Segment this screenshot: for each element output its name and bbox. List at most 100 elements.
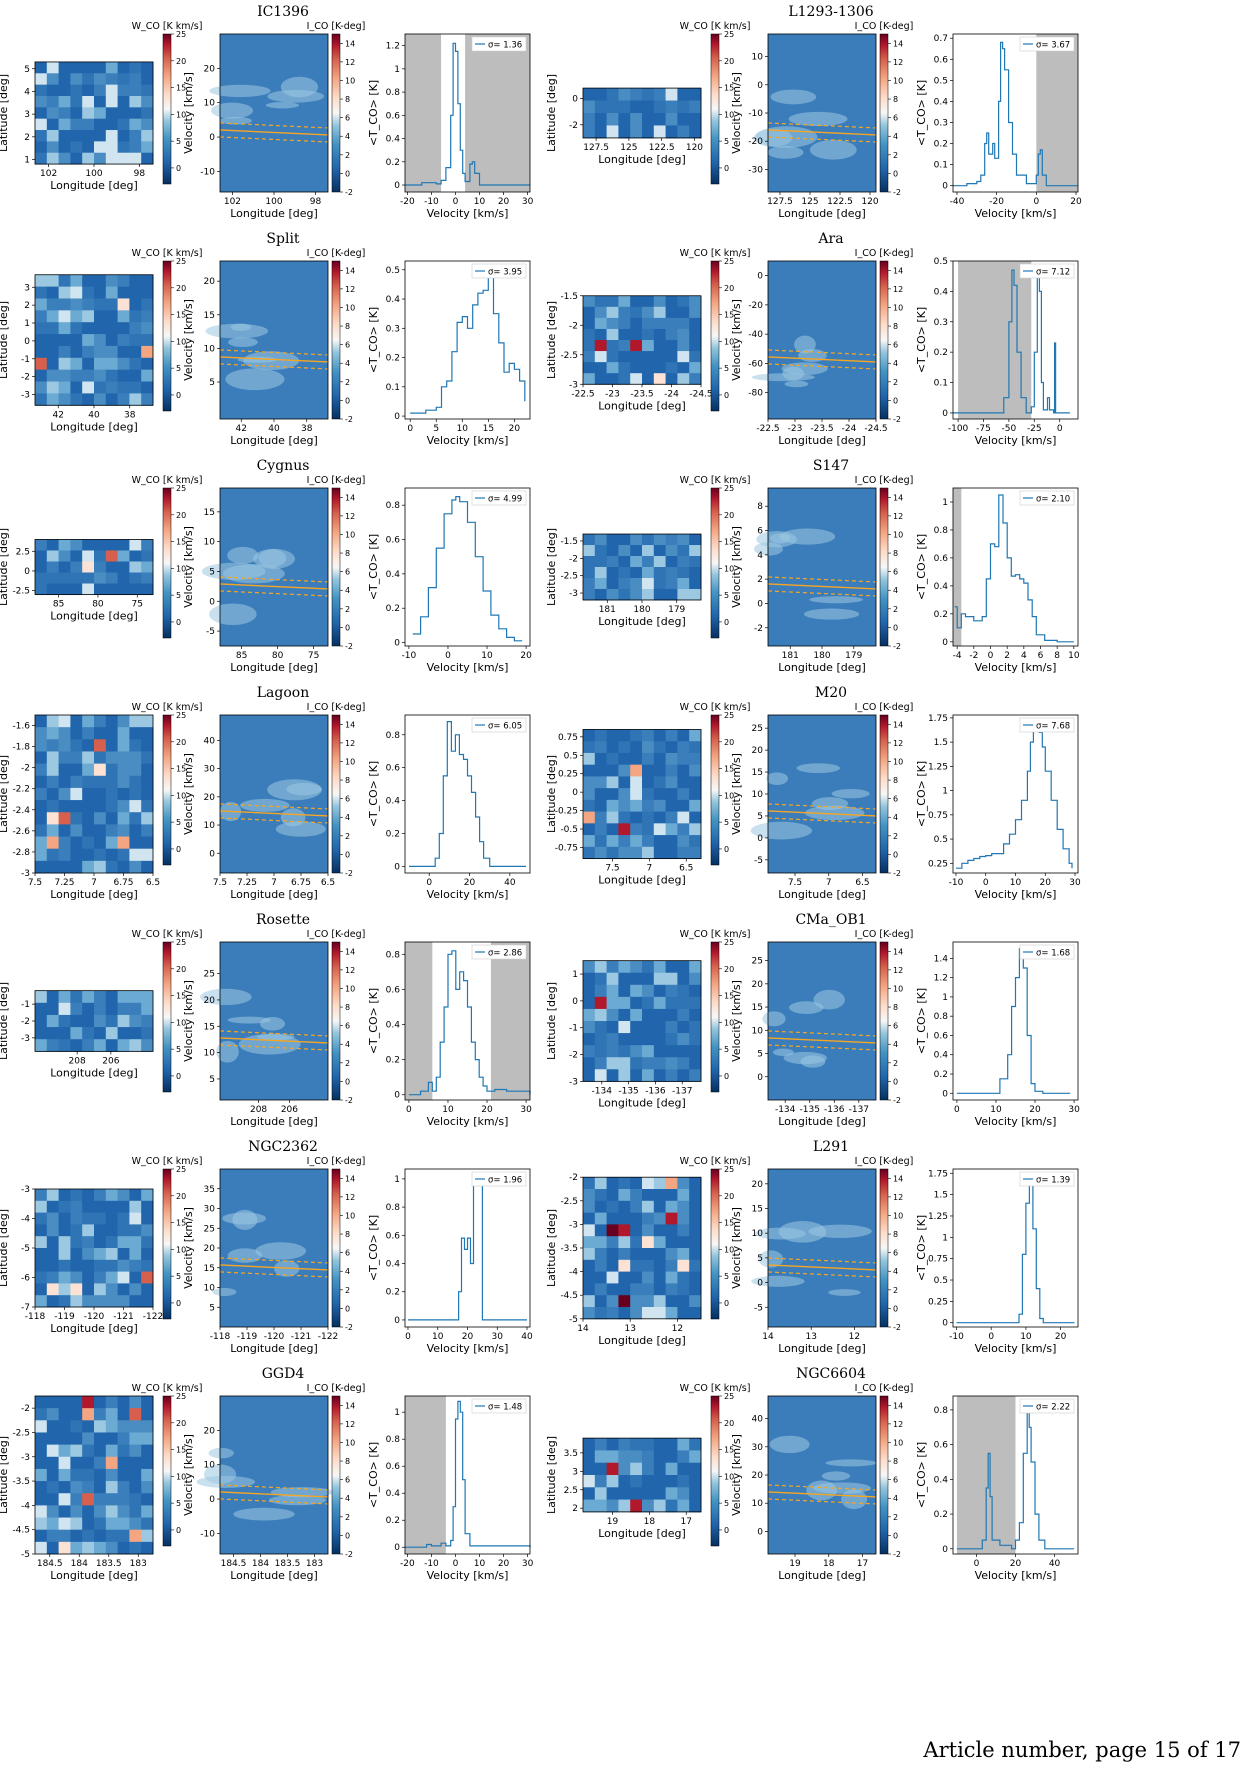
map-pixel	[105, 812, 119, 825]
map-pixel	[594, 776, 608, 789]
map-pixel	[630, 100, 643, 114]
map-pixel	[94, 274, 107, 288]
x-tick-label: 20	[498, 1559, 510, 1569]
y-tick-label: -1	[21, 1000, 30, 1010]
map-pixel	[46, 369, 60, 383]
y-tick-label: 0.4	[934, 1051, 949, 1061]
map-pixel	[94, 141, 107, 154]
map-pixel	[46, 1039, 60, 1052]
map-pixel	[642, 1499, 655, 1513]
map-pixel	[618, 799, 631, 813]
colorbar-tick-label: 15	[176, 538, 186, 547]
map-pixel	[689, 545, 702, 557]
map-pixel	[82, 572, 95, 585]
map-pixel	[618, 125, 631, 139]
colorbar-tick-label: 4	[345, 1267, 350, 1276]
colorbar-tick-label: 5	[176, 818, 181, 827]
colorbar-tick-label: 8	[345, 1230, 350, 1239]
map-pixel	[677, 1283, 690, 1296]
map-pixel	[606, 729, 619, 742]
map-pixel	[70, 860, 83, 874]
map-pixel	[630, 113, 643, 126]
map-pixel	[642, 1008, 655, 1022]
map-pixel	[82, 381, 95, 394]
colorbar-tick-label: 0	[176, 1072, 181, 1081]
x-tick-label: 7.5	[213, 878, 227, 888]
map-pixel	[689, 960, 702, 974]
colorbar	[879, 1168, 889, 1328]
map-pixel	[94, 1517, 107, 1531]
map-pixel	[94, 739, 107, 752]
map-pixel	[665, 1450, 678, 1464]
x-tick-label: -136	[824, 1105, 845, 1115]
map-pixel	[665, 764, 678, 777]
emission-feature	[804, 805, 865, 821]
map-pixel	[117, 274, 130, 288]
y-tick-label: 0.7	[934, 34, 948, 44]
map-pixel	[105, 715, 119, 728]
colorbar-tick-label: 4	[345, 1040, 350, 1049]
map-pixel	[117, 1224, 130, 1237]
emission-feature	[789, 1001, 824, 1014]
map-pixel	[583, 996, 596, 1010]
x-tick-label: -22.5	[756, 424, 779, 434]
map-pixel	[70, 800, 83, 813]
y-axis-label: Latitude [deg]	[545, 528, 558, 606]
map-pixel	[689, 984, 702, 998]
x-tick-label: 10	[442, 1105, 454, 1115]
y-tick-label: 20	[204, 277, 216, 287]
x-tick-label: 10	[457, 424, 469, 434]
x-tick-label: -24.5	[689, 389, 712, 399]
y-tick-label: 0.3	[386, 324, 400, 334]
y-tick-label: -3	[569, 1077, 578, 1087]
x-axis-label: Longitude [deg]	[778, 207, 866, 220]
map-pixel	[583, 1021, 596, 1034]
map-pixel	[129, 860, 142, 874]
x-tick-label: 0	[1057, 424, 1063, 434]
map-pixel	[689, 1212, 702, 1225]
map-pixel	[46, 1283, 60, 1296]
map-pixel	[117, 61, 130, 74]
colorbar	[710, 1395, 720, 1547]
map-pixel	[642, 340, 655, 352]
x-tick-label: 7.5	[788, 878, 802, 888]
map-pixel	[630, 960, 643, 974]
x-tick-label: -120	[264, 1332, 285, 1342]
colorbar-tick-label: 0	[176, 164, 181, 173]
x-tick-label: 7.25	[54, 878, 74, 888]
y-axis-label: Velocity [km/s]	[730, 753, 743, 835]
map-pixel	[653, 1487, 667, 1501]
map-pixel	[653, 1248, 667, 1261]
map-pixel	[665, 1069, 678, 1082]
x-tick-label: 120	[861, 197, 878, 207]
map-pixel	[653, 996, 667, 1010]
y-tick-label: 0.5	[934, 835, 948, 845]
legend-label: σ= 2.22	[1036, 1403, 1070, 1413]
map-pixel	[642, 113, 655, 126]
colorbar-tick-label: 12	[345, 739, 355, 748]
colorbar-tick-label: 25	[176, 484, 186, 493]
x-tick-label: 181	[599, 605, 616, 615]
legend-box	[471, 1398, 527, 1414]
colorbar-tick-label: 20	[724, 738, 734, 747]
map-pixel	[94, 1529, 107, 1543]
x-tick-label: 17	[857, 1559, 868, 1569]
colorbar-tick-label: 0	[724, 1526, 729, 1535]
y-tick-label: 0.8	[934, 1012, 949, 1022]
map-pixel	[665, 1259, 678, 1273]
map-pixel	[82, 393, 95, 406]
map-pixel	[665, 340, 678, 352]
map-pixel	[141, 73, 154, 86]
map-pixel	[618, 1271, 631, 1284]
map-pixel	[677, 545, 690, 557]
map-pixel	[58, 763, 71, 777]
x-tick-label: 20	[520, 651, 532, 661]
map-pixel	[129, 274, 142, 288]
map-pixel	[606, 556, 619, 568]
colorbar-tick-label: 10	[345, 757, 355, 766]
map-pixel	[141, 1027, 154, 1040]
colorbar-tick-label: 5	[176, 137, 181, 146]
y-tick-label: -3	[569, 589, 578, 599]
map-pixel	[129, 1456, 142, 1470]
